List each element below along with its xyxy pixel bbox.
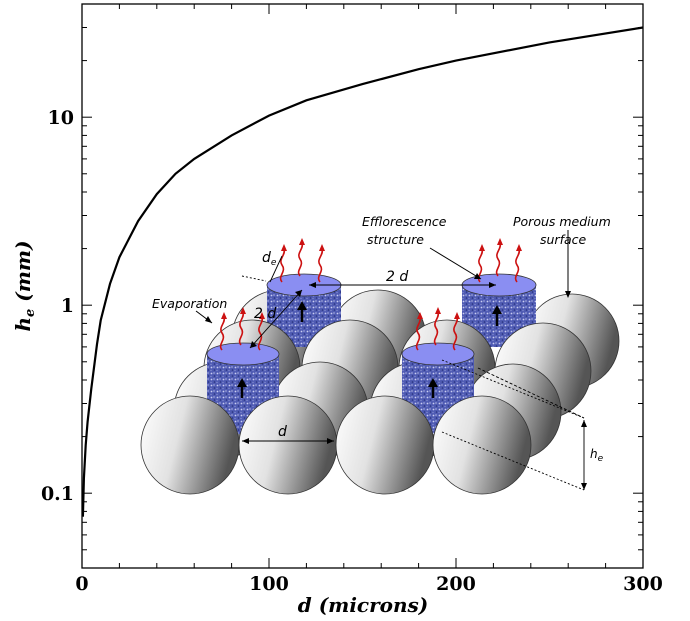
x-axis-label: d (microns) (298, 593, 429, 617)
x-tick-label: 300 (623, 573, 663, 595)
d-label: d (278, 424, 287, 440)
porous-label-2: surface (540, 232, 587, 247)
efflorescence-label: Efflorescence (362, 214, 447, 229)
growth-arrows (237, 301, 502, 398)
porous-label: Porous medium (513, 214, 611, 229)
two-d-label-diagonal: 2 d (254, 306, 276, 322)
x-tick-label: 100 (249, 573, 289, 595)
two-d-label-horizontal: 2 d (386, 269, 408, 285)
series-line (81, 26, 644, 517)
tick-marks (81, 3, 644, 569)
y-tick-label: 1 (61, 295, 74, 317)
sphere (432, 395, 532, 495)
he-label: he (590, 447, 604, 464)
dimension-lines (241, 255, 585, 491)
sphere (238, 395, 338, 495)
de-label: de (262, 250, 277, 268)
inset-illustration: Efflorescence structure Porous medium su… (140, 214, 620, 495)
callout-arrowheads (205, 273, 571, 323)
efflorescence-label-2: structure (367, 232, 424, 247)
tick-labels: 0 100 200 300 0.1 1 10 (41, 107, 663, 595)
y-axis-label-main: h (11, 317, 35, 332)
y-axis-label: he (mm) (11, 240, 38, 331)
plot-frame (81, 3, 644, 569)
y-tick-label: 10 (48, 107, 74, 129)
dimension-arrowheads (242, 282, 587, 490)
x-tick-label: 200 (436, 573, 476, 595)
sphere (140, 395, 240, 495)
y-axis-label-sub: e (23, 309, 38, 317)
y-axis-label-unit: (mm) (11, 240, 35, 301)
vapor-arrowheads (221, 238, 522, 319)
svg-text:he (mm): he (mm) (11, 240, 38, 331)
evaporation-label: Evaporation (152, 296, 227, 311)
x-tick-label: 0 (75, 573, 88, 595)
sphere (335, 395, 435, 495)
y-tick-label: 0.1 (41, 483, 74, 505)
